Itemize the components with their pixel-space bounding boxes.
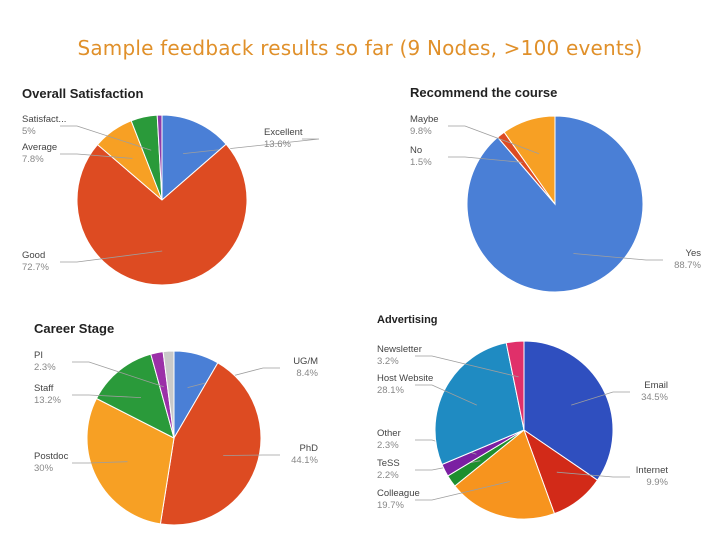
slice-percent: 44.1% bbox=[291, 455, 318, 466]
slice-percent: 3.2% bbox=[377, 356, 399, 367]
pie-slice-email bbox=[523, 340, 614, 481]
slice-label: PhD bbox=[300, 443, 319, 454]
slice-percent: 9.8% bbox=[410, 126, 432, 137]
leader-line bbox=[72, 394, 142, 398]
slice-label: Host Website bbox=[377, 373, 433, 384]
chart-title: Advertising bbox=[377, 314, 438, 326]
career-stage-chart: Career Stage UG/M 8.4% PhD 44.1% Postdoc 30% S… bbox=[22, 312, 352, 536]
slice-label: No bbox=[410, 145, 422, 156]
chart-title: Career Stage bbox=[34, 321, 115, 336]
slice-label: Other bbox=[377, 428, 401, 439]
slice-percent: 34.5% bbox=[641, 392, 668, 403]
leader-line bbox=[72, 461, 128, 464]
slice-percent: 9.9% bbox=[646, 477, 668, 488]
pie-slice-good bbox=[76, 143, 248, 286]
slice-percent: 5% bbox=[22, 126, 36, 137]
slice-label: Internet bbox=[636, 465, 669, 476]
slice-percent: 72.7% bbox=[22, 262, 49, 273]
slice-label: Good bbox=[22, 250, 45, 261]
leader-line bbox=[415, 384, 477, 406]
pie-slice-other bbox=[156, 114, 163, 201]
slice-label: PI bbox=[34, 350, 43, 361]
slice-label: Satisfact... bbox=[22, 114, 66, 125]
slice-label: Maybe bbox=[410, 114, 439, 125]
slice-label: Excellent bbox=[264, 127, 303, 138]
advertising-chart: Advertising Email 34.5% Internet 9.9% Collea… bbox=[364, 306, 682, 534]
leader-line bbox=[415, 481, 510, 501]
pie-slice-newsletter bbox=[505, 340, 525, 431]
leader-line bbox=[415, 355, 519, 378]
slice-percent: 8.4% bbox=[296, 368, 318, 379]
chart-title: Recommend the course bbox=[410, 85, 558, 100]
slice-percent: 1.5% bbox=[410, 157, 432, 168]
leader-line bbox=[223, 454, 280, 456]
slice-percent: 2.2% bbox=[377, 470, 399, 481]
leader-line bbox=[571, 391, 630, 406]
overall-satisfaction-chart: Overall Satisfaction Excellent 13.6% Good 7… bbox=[12, 78, 342, 300]
slice-percent: 13.2% bbox=[34, 395, 61, 406]
pie-slice-excellent bbox=[161, 114, 227, 202]
pie-slice-phd bbox=[159, 362, 262, 526]
pie-slice-maybe bbox=[503, 115, 556, 206]
chart-title: Overall Satisfaction bbox=[22, 86, 144, 101]
pie-slice-yes bbox=[466, 115, 644, 293]
slice-percent: 7.8% bbox=[22, 154, 44, 165]
slice-percent: 88.7% bbox=[674, 260, 701, 271]
slice-percent: 2.3% bbox=[377, 440, 399, 451]
slice-label: Postdoc bbox=[34, 451, 69, 462]
leader-line bbox=[573, 253, 663, 261]
slice-label: Staff bbox=[34, 383, 54, 394]
slice-percent: 19.7% bbox=[377, 500, 404, 511]
leader-line bbox=[556, 471, 630, 478]
slice-label: Yes bbox=[686, 248, 702, 259]
slice-label: Colleague bbox=[377, 488, 420, 499]
leader-line bbox=[60, 153, 133, 159]
slice-label: Average bbox=[22, 142, 57, 153]
slice-percent: 28.1% bbox=[377, 385, 404, 396]
pie-slice-staff bbox=[95, 353, 175, 439]
slide-title: Sample feedback results so far (9 Nodes,… bbox=[77, 36, 643, 60]
pie-slice-postdoc bbox=[86, 397, 175, 525]
leader-line bbox=[60, 250, 163, 263]
leader-line bbox=[60, 125, 152, 151]
slice-label: Email bbox=[644, 380, 668, 391]
slice-percent: 13.6% bbox=[264, 139, 291, 150]
slice-percent: 30% bbox=[34, 463, 54, 474]
slice-percent: 2.3% bbox=[34, 362, 56, 373]
slice-label: TeSS bbox=[377, 458, 400, 469]
slice-label: UG/M bbox=[293, 356, 318, 367]
pie-slice-other bbox=[162, 350, 175, 439]
recommend-course-chart: Recommend the course Yes 88.7% No 1.5% Maybe… bbox=[398, 78, 710, 300]
leader-line bbox=[72, 361, 164, 388]
slice-label: Newsletter bbox=[377, 344, 422, 355]
pie-slice-colleague bbox=[454, 429, 556, 520]
leader-line bbox=[448, 125, 540, 155]
leader-line bbox=[448, 156, 523, 163]
